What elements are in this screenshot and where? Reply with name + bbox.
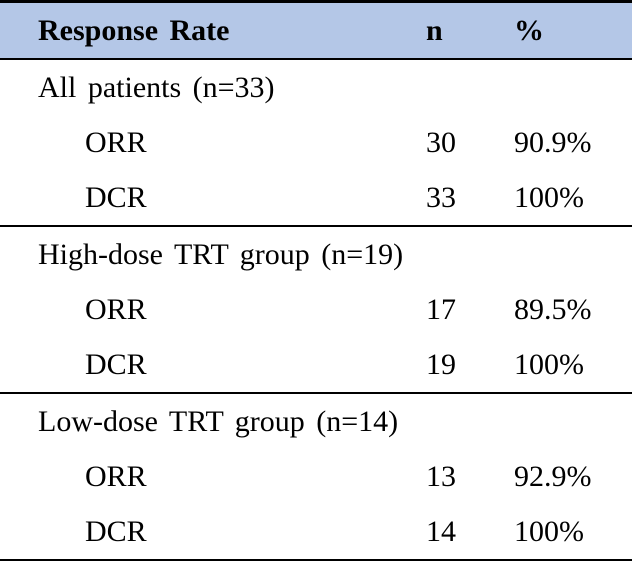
row-pct-value: 100% (514, 347, 584, 381)
table-row-orr: ORR 13 92.9% (0, 449, 632, 504)
section-title: High-dose TRT group (n=19) (38, 237, 404, 271)
section-all-patients: All patients (n=33) ORR 30 90.9% DCR 33 … (0, 60, 632, 227)
section-title: Low-dose TRT group (n=14) (38, 404, 399, 438)
row-n-value: 17 (426, 292, 456, 326)
section-title: All patients (n=33) (38, 70, 275, 104)
row-n-value: 13 (426, 459, 456, 493)
row-label: DCR (85, 347, 147, 381)
section-title-row: All patients (n=33) (0, 60, 632, 115)
section-title-row: Low-dose TRT group (n=14) (0, 394, 632, 449)
row-n-value: 19 (426, 347, 456, 381)
header-cell-percent: % (514, 13, 544, 47)
table-row-orr: ORR 30 90.9% (0, 115, 632, 170)
table-header-row: Response Rate n % (0, 3, 632, 60)
section-title-row: High-dose TRT group (n=19) (0, 227, 632, 282)
header-cell-response-rate: Response Rate (38, 13, 230, 47)
section-low-dose-trt: Low-dose TRT group (n=14) ORR 13 92.9% D… (0, 394, 632, 561)
row-pct-value: 92.9% (514, 459, 592, 493)
table-row-dcr: DCR 19 100% (0, 337, 632, 392)
row-n-value: 30 (426, 125, 456, 159)
row-label: ORR (85, 292, 147, 326)
response-rate-table: Response Rate n % All patients (n=33) OR… (0, 0, 632, 561)
row-n-value: 33 (426, 180, 456, 214)
table-row-dcr: DCR 14 100% (0, 504, 632, 559)
header-cell-n: n (426, 13, 443, 47)
table-row-dcr: DCR 33 100% (0, 170, 632, 225)
row-pct-value: 89.5% (514, 292, 592, 326)
table-row-orr: ORR 17 89.5% (0, 282, 632, 337)
row-pct-value: 100% (514, 514, 584, 548)
row-pct-value: 90.9% (514, 125, 592, 159)
row-label: DCR (85, 514, 147, 548)
row-n-value: 14 (426, 514, 456, 548)
row-label: DCR (85, 180, 147, 214)
section-high-dose-trt: High-dose TRT group (n=19) ORR 17 89.5% … (0, 227, 632, 394)
row-label: ORR (85, 125, 147, 159)
row-label: ORR (85, 459, 147, 493)
row-pct-value: 100% (514, 180, 584, 214)
